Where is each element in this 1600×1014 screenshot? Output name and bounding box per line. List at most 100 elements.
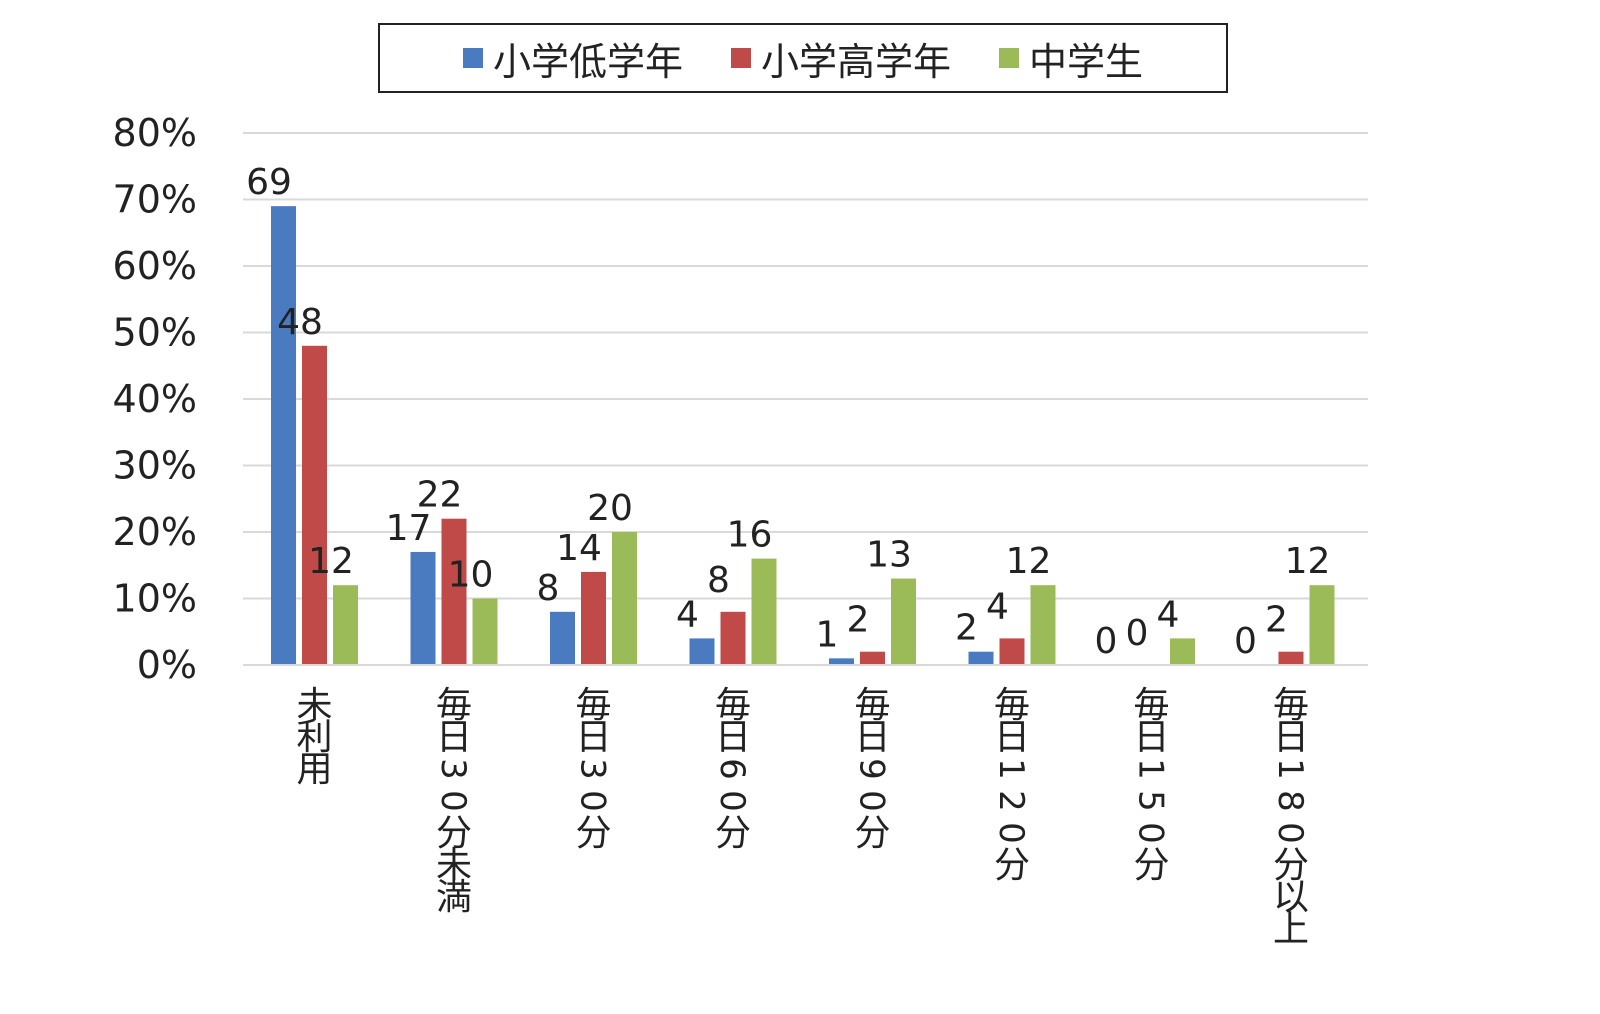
y-tick-label: 60% [113,244,197,288]
x-category-label-char: 分 [854,813,890,854]
data-label: 0 [1126,613,1149,654]
bar-3-3 [612,532,637,665]
y-tick-label: 10% [113,577,197,621]
x-category-label-char: 8 [1270,790,1310,812]
x-category-label-char: 日 [715,717,751,758]
x-category-label-char: 毎 [1133,685,1169,726]
x-category-label-char: 2 [991,790,1031,812]
x-category-label-char: 分 [715,813,751,854]
data-label: 12 [308,541,354,582]
x-category-label-char: 1 [991,758,1031,780]
y-tick-label: 20% [113,510,197,554]
bar-2-2 [441,518,467,665]
data-label: 22 [417,475,463,516]
x-category-label-char: 上 [1273,909,1309,950]
data-label: 4 [986,586,1009,627]
data-label: 2 [847,600,870,641]
bar-1-1 [271,206,296,665]
legend-item-series-1: 小学低学年 [462,31,683,86]
x-category-label-char: 6 [712,758,752,780]
legend-label-series-1: 小学低学年 [492,39,683,84]
legend-item-series-3: 中学生 [999,31,1143,86]
x-category-label-char: 毎 [854,685,890,726]
data-label: 10 [448,555,494,596]
x-category-label-char: 0 [1131,822,1171,844]
data-label: 17 [386,508,432,549]
x-category-label-char: 日 [575,717,611,758]
data-label: 16 [727,515,773,556]
x-category-label-char: 未 [436,845,472,886]
bar-2-5 [860,651,885,665]
x-category-label-char: 日 [436,717,472,758]
bar-3-4 [751,558,777,665]
x-category-label-char: 以 [1273,877,1309,918]
legend: 小学低学年 小学高学年 中学生 [378,23,1228,93]
bar-3-5 [891,578,916,665]
x-category-label-char: 分 [575,813,611,854]
bar-3-6 [1030,585,1056,665]
data-label: 12 [1285,541,1331,582]
bar-2-8 [1278,651,1304,665]
data-label: 0 [1095,621,1118,662]
x-category-label-char: 0 [433,790,473,812]
x-category-label-char: 1 [1131,758,1171,780]
x-category-label-char: 0 [573,790,613,812]
bar-1-2 [410,551,436,665]
bar-2-6 [999,638,1025,665]
legend-swatch-series-1 [462,48,483,68]
x-category-label-char: 5 [1131,790,1171,812]
data-label: 69 [246,162,292,203]
x-category-label-char: 1 [1270,758,1310,780]
x-category-label-char: 利 [296,717,332,758]
data-label: 2 [955,608,978,649]
x-category-label-char: 0 [1270,822,1310,844]
legend-swatch-series-3 [999,48,1019,68]
x-category-label-char: 9 [852,758,892,780]
bar-1-5 [829,658,854,665]
x-category-label-char: 分 [436,813,472,854]
bar-3-1 [333,585,358,665]
x-category-label-char: 用 [296,749,332,790]
x-category-label-char: 未 [296,685,332,726]
bar-2-1 [302,345,327,665]
x-category-label-char: 0 [991,822,1031,844]
bar-1-4 [689,638,715,665]
data-label: 2 [1265,600,1288,641]
y-tick-label: 50% [113,311,197,355]
x-category-label-char: 日 [1133,717,1169,758]
data-label: 20 [587,488,633,529]
x-category-label-char: 日 [994,717,1030,758]
x-category-label-char: 3 [573,758,613,780]
x-category-label-char: 分 [1133,845,1169,886]
bar-1-3 [550,611,575,665]
data-label: 14 [556,528,602,569]
x-category-label-char: 日 [1273,717,1309,758]
legend-swatch-series-2 [730,48,751,68]
x-category-label-char: 毎 [575,685,611,726]
bar-3-7 [1170,638,1195,665]
y-tick-label: 40% [113,377,197,421]
x-category-label-char: 満 [436,877,472,918]
bar-2-3 [581,571,606,665]
legend-item-series-2: 小学高学年 [730,31,951,86]
bar-2-4 [720,611,746,665]
y-tick-label: 30% [113,444,197,488]
x-category-label-char: 0 [852,790,892,812]
x-category-label-char: 日 [854,717,890,758]
data-label: 0 [1234,621,1257,662]
x-category-label-char: 毎 [436,685,472,726]
y-tick-label: 0% [137,643,197,687]
data-label: 48 [277,302,323,343]
data-label: 4 [676,594,699,635]
x-category-label-char: 毎 [994,685,1030,726]
data-label: 8 [707,560,730,601]
x-category-label-char: 分 [1273,845,1309,886]
x-category-label-char: 毎 [715,685,751,726]
legend-label-series-2: 小学高学年 [760,39,951,84]
x-category-label-char: 毎 [1273,685,1309,726]
x-category-label-char: 3 [433,758,473,780]
y-tick-label: 70% [113,178,197,222]
data-label: 1 [816,614,839,655]
data-label: 12 [1006,541,1052,582]
